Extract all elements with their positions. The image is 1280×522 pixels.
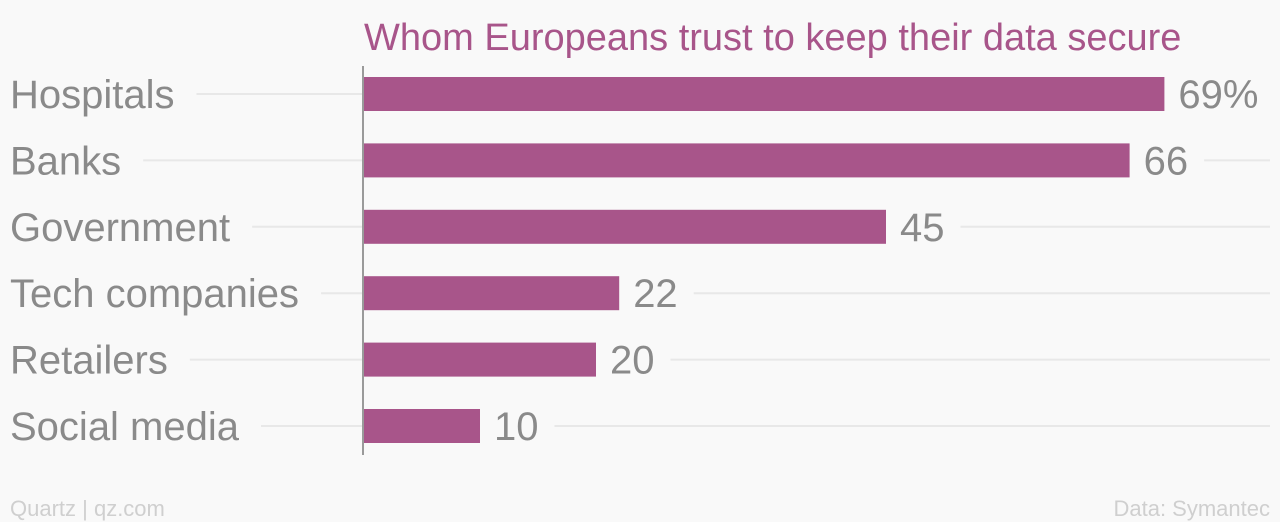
value-labels: 69% 66 45 22 20 10	[494, 73, 1258, 449]
bar	[364, 342, 596, 377]
bar	[364, 143, 1130, 178]
footer-source-left: Quartz | qz.com	[10, 496, 165, 521]
value-label: 45	[900, 206, 945, 250]
category-label: Tech companies	[10, 272, 299, 316]
value-label: 10	[494, 405, 539, 449]
bar	[364, 77, 1165, 111]
value-label: 66	[1144, 139, 1189, 183]
footer-source-right: Data: Symantec	[1113, 496, 1270, 521]
bar	[364, 409, 480, 443]
category-labels: Hospitals Banks Government Tech companies Re…	[10, 73, 299, 449]
category-label: Government	[10, 206, 230, 250]
category-label: Hospitals	[10, 73, 175, 117]
bar	[364, 209, 886, 244]
category-label: Social media	[10, 405, 240, 449]
category-label: Retailers	[10, 339, 168, 383]
gridlines	[143, 93, 1270, 427]
value-label: 69%	[1178, 73, 1258, 117]
category-label: Banks	[10, 139, 121, 183]
bars	[364, 77, 1165, 443]
value-label: 22	[633, 272, 678, 316]
chart-title: Whom Europeans trust to keep their data …	[364, 17, 1181, 59]
bar	[364, 276, 620, 311]
value-label: 20	[610, 339, 655, 383]
